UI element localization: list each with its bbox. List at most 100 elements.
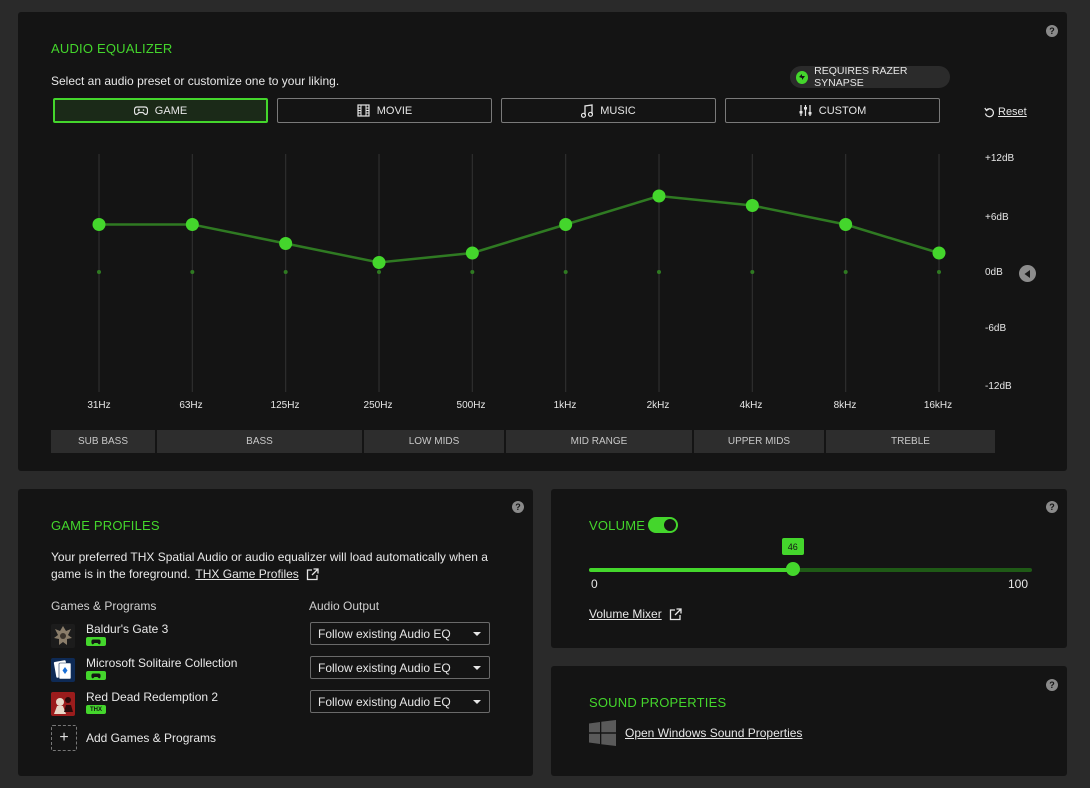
select-value: Follow existing Audio EQ: [318, 626, 451, 641]
volume-mixer-link[interactable]: Volume Mixer: [589, 607, 662, 621]
games-column-header: Games & Programs: [51, 599, 157, 613]
razer-logo-icon: [796, 70, 809, 84]
eq-band-handle[interactable]: [279, 237, 293, 250]
zero-marker: [937, 270, 941, 274]
add-games-button[interactable]: +: [51, 725, 77, 751]
eq-band-handle[interactable]: [932, 246, 946, 260]
eq-band-handle[interactable]: [559, 218, 573, 231]
audio-equalizer-panel: ? AUDIO EQUALIZER Select an audio preset…: [18, 12, 1067, 471]
eq-band-handle[interactable]: [92, 218, 106, 231]
music-note-icon: [581, 103, 594, 118]
dropdown-caret-icon: [473, 700, 481, 704]
toggle-knob: [664, 519, 676, 531]
description-text: game is in the foreground.: [51, 567, 191, 581]
sound-properties-panel: ? SOUND PROPERTIES Open Windows Sound Pr…: [551, 666, 1067, 776]
arrow-left-icon: [1024, 269, 1030, 278]
zero-marker: [657, 270, 661, 274]
band-bass: BASS: [157, 430, 362, 453]
game-row: Microsoft Solitaire Collection Follow ex…: [51, 656, 501, 684]
audio-output-select[interactable]: Follow existing Audio EQ: [310, 656, 490, 679]
synapse-badge-label: REQUIRES RAZER SYNAPSE: [814, 65, 908, 89]
db-label: +12dB: [985, 153, 1015, 164]
band-treble: TREBLE: [826, 430, 995, 453]
db-label: -12dB: [985, 381, 1012, 392]
select-value: Follow existing Audio EQ: [318, 660, 451, 675]
freq-label: 63Hz: [179, 400, 203, 411]
equalizer-description: Select an audio preset or customize one …: [51, 74, 340, 88]
db-label: +6dB: [985, 212, 1009, 223]
volume-slider-thumb[interactable]: [785, 562, 800, 576]
help-icon[interactable]: ?: [512, 501, 524, 513]
reset-icon: [984, 107, 995, 117]
gamepad-tag-icon: [86, 671, 106, 680]
volume-panel: ? VOLUME 46 0 100 Volume Mixer: [551, 489, 1067, 648]
preset-label: GAME: [154, 104, 188, 117]
thx-game-profiles-link[interactable]: THX Game Profiles: [195, 567, 299, 581]
sound-properties-title: SOUND PROPERTIES: [589, 695, 727, 710]
help-icon[interactable]: ?: [1046, 501, 1058, 513]
audio-output-select[interactable]: Follow existing Audio EQ: [310, 622, 490, 645]
zero-marker: [377, 270, 381, 274]
zero-marker: [563, 270, 568, 274]
freq-label: 1kHz: [553, 400, 577, 411]
help-icon[interactable]: ?: [1046, 679, 1058, 691]
equalizer-graph[interactable]: [18, 12, 1067, 432]
gamepad-icon: [133, 105, 148, 115]
game-row: Red Dead Redemption 2 THX Follow existin…: [51, 690, 501, 718]
band-upper-mids: UPPER MIDS: [694, 430, 824, 453]
zero-marker: [283, 270, 288, 274]
zero-marker: [97, 270, 101, 274]
zero-marker: [843, 270, 848, 274]
game-name: Microsoft Solitaire Collection: [86, 656, 238, 670]
game-profiles-panel: ? GAME PROFILES Your preferred THX Spati…: [18, 489, 533, 776]
requires-synapse-badge: REQUIRES RAZER SYNAPSE: [790, 65, 950, 89]
eq-band-handle[interactable]: [652, 189, 666, 203]
preset-label: MOVIE: [376, 104, 413, 117]
band-mid-range: MID RANGE: [506, 430, 692, 453]
volume-slider-track[interactable]: [589, 568, 1032, 572]
sliders-icon: [799, 105, 812, 116]
freq-label: 16kHz: [923, 400, 953, 411]
external-link-icon[interactable]: [669, 607, 682, 621]
reset-button[interactable]: Reset: [984, 106, 1027, 118]
thx-tag: THX: [86, 705, 106, 714]
add-games-label[interactable]: Add Games & Programs: [86, 731, 217, 745]
freq-label: 500Hz: [456, 400, 486, 411]
freq-label: 4kHz: [739, 400, 763, 411]
volume-slider-fill: [589, 568, 793, 572]
zero-marker: [190, 270, 195, 274]
eq-band-handle[interactable]: [745, 199, 759, 212]
film-icon: [357, 104, 370, 117]
audio-output-select[interactable]: Follow existing Audio EQ: [310, 690, 490, 713]
eq-band-handle[interactable]: [839, 218, 853, 231]
help-icon[interactable]: ?: [1046, 25, 1058, 37]
band-low-mids: LOW MIDS: [364, 430, 504, 453]
select-value: Follow existing Audio EQ: [318, 694, 451, 709]
game-profiles-description-line2: game is in the foreground. THX Game Prof…: [51, 567, 319, 581]
preset-custom-button[interactable]: CUSTOM: [725, 98, 940, 123]
red-dead-redemption-icon: [51, 692, 75, 716]
preset-music-button[interactable]: MUSIC: [501, 98, 716, 123]
volume-toggle[interactable]: [648, 517, 678, 533]
zero-marker: [750, 270, 755, 274]
preset-movie-button[interactable]: MOVIE: [277, 98, 492, 123]
game-profiles-description-line1: Your preferred THX Spatial Audio or audi…: [51, 550, 488, 564]
external-link-icon[interactable]: [306, 567, 319, 581]
volume-mixer-row: Volume Mixer: [589, 607, 682, 621]
baldurs-gate-icon: [51, 624, 75, 648]
solitaire-icon: [51, 658, 75, 682]
eq-band-handle[interactable]: [372, 256, 386, 269]
game-name: Red Dead Redemption 2: [86, 690, 219, 704]
eq-band-handle[interactable]: [185, 218, 199, 231]
volume-value-bubble: 46: [781, 538, 804, 555]
db-label: -6dB: [985, 323, 1007, 334]
collapse-arrow-button[interactable]: [1019, 265, 1036, 282]
open-sound-properties-link[interactable]: Open Windows Sound Properties: [625, 726, 803, 740]
freq-label: 2kHz: [646, 400, 670, 411]
zero-marker: [470, 270, 475, 274]
game-profiles-title: GAME PROFILES: [51, 518, 160, 533]
preset-game-button[interactable]: GAME: [53, 98, 268, 123]
eq-band-handle[interactable]: [465, 246, 479, 260]
volume-min-label: 0: [591, 577, 598, 591]
eq-curve: [99, 194, 940, 264]
